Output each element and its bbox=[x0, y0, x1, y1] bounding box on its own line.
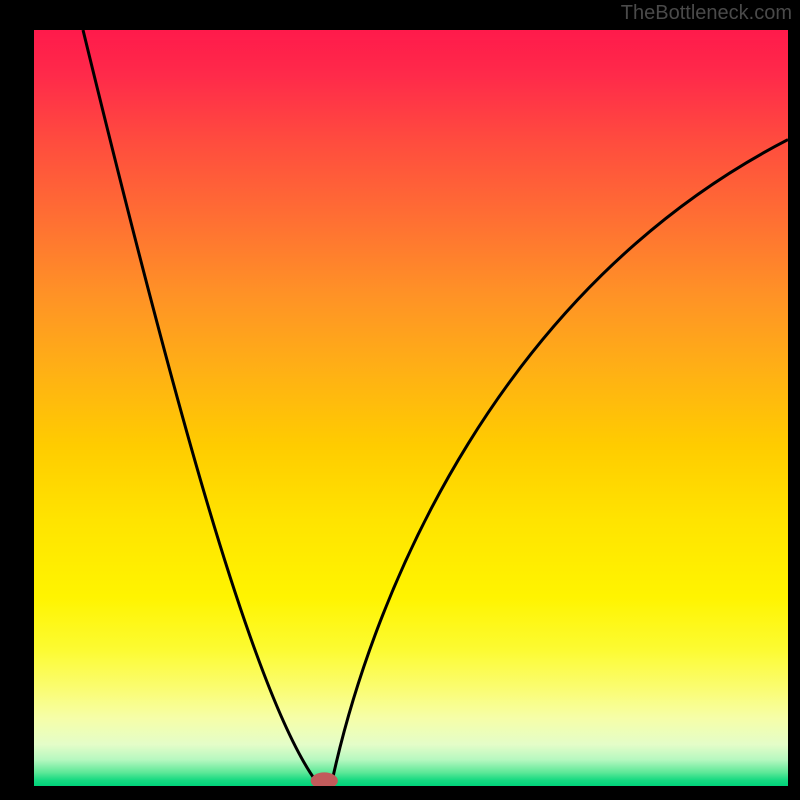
attribution-text: TheBottleneck.com bbox=[621, 2, 792, 25]
bottleneck-chart bbox=[0, 0, 800, 800]
plot-background bbox=[34, 30, 788, 786]
chart-stage: TheBottleneck.com bbox=[0, 0, 800, 800]
